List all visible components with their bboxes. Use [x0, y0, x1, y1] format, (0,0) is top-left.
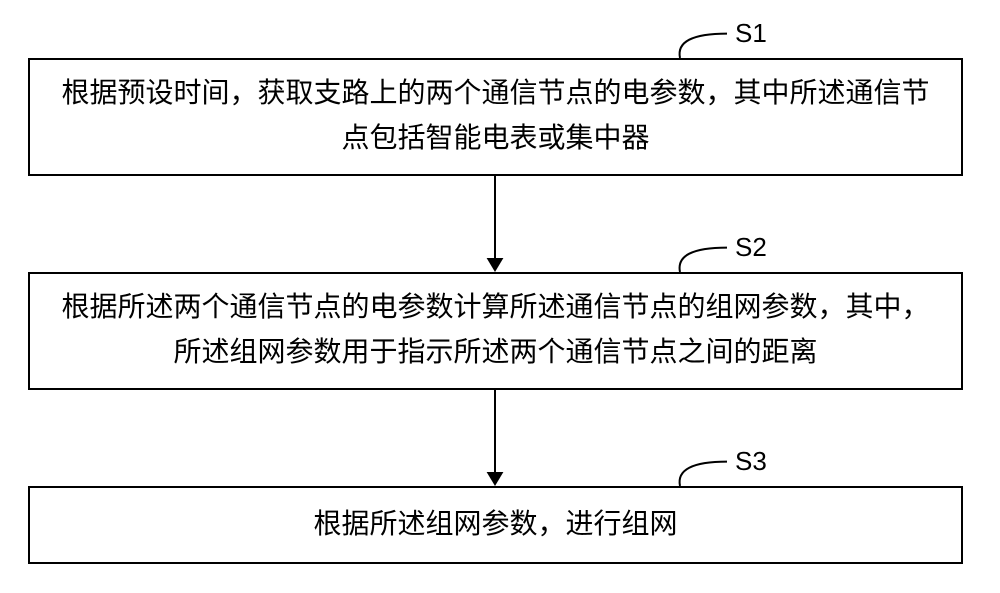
flow-step-label-s2: S2 [735, 232, 767, 263]
flow-step-label-s1: S1 [735, 18, 767, 49]
flow-step-s2: 根据所述两个通信节点的电参数计算所述通信节点的组网参数，其中，所述组网参数用于指… [28, 272, 963, 390]
flow-step-s1: 根据预设时间，获取支路上的两个通信节点的电参数，其中所述通信节点包括智能电表或集… [28, 58, 963, 176]
flow-step-label-s3: S3 [735, 446, 767, 477]
flow-step-s3: 根据所述组网参数，进行组网 [28, 486, 963, 564]
flow-step-text: 根据所述组网参数，进行组网 [313, 503, 677, 548]
flow-step-text: 根据预设时间，获取支路上的两个通信节点的电参数，其中所述通信节点包括智能电表或集… [60, 72, 931, 162]
flow-step-text: 根据所述两个通信节点的电参数计算所述通信节点的组网参数，其中，所述组网参数用于指… [60, 286, 931, 376]
